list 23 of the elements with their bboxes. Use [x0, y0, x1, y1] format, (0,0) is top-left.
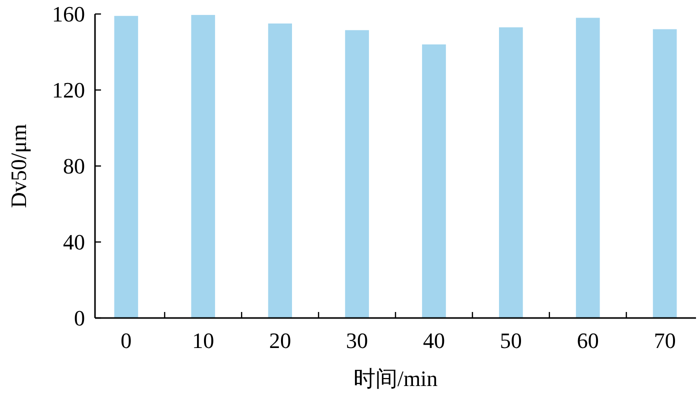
bar [576, 18, 600, 318]
bar [422, 44, 446, 318]
bar [268, 24, 292, 318]
x-tick-label: 60 [576, 328, 599, 353]
bar [191, 14, 216, 318]
x-tick-label: 30 [346, 328, 368, 353]
y-tick-label: 0 [74, 306, 85, 331]
x-tick-label: 40 [422, 328, 445, 353]
y-axis-title: Dv50/μm [6, 124, 31, 208]
bar [499, 27, 523, 318]
bar [345, 30, 369, 318]
x-axis-title: 时间/min [353, 366, 438, 391]
y-tick-label: 80 [63, 154, 85, 179]
bar [652, 29, 677, 318]
x-tick-label: 50 [500, 328, 522, 353]
x-tick-label: 70 [654, 328, 676, 353]
x-tick-label: 10 [192, 328, 214, 353]
bar [114, 16, 138, 318]
x-tick-label: 0 [120, 328, 132, 353]
y-tick-label: 160 [52, 2, 85, 27]
y-tick-label: 120 [52, 78, 85, 103]
y-tick-label: 40 [63, 230, 85, 255]
x-tick-label: 20 [269, 328, 292, 353]
